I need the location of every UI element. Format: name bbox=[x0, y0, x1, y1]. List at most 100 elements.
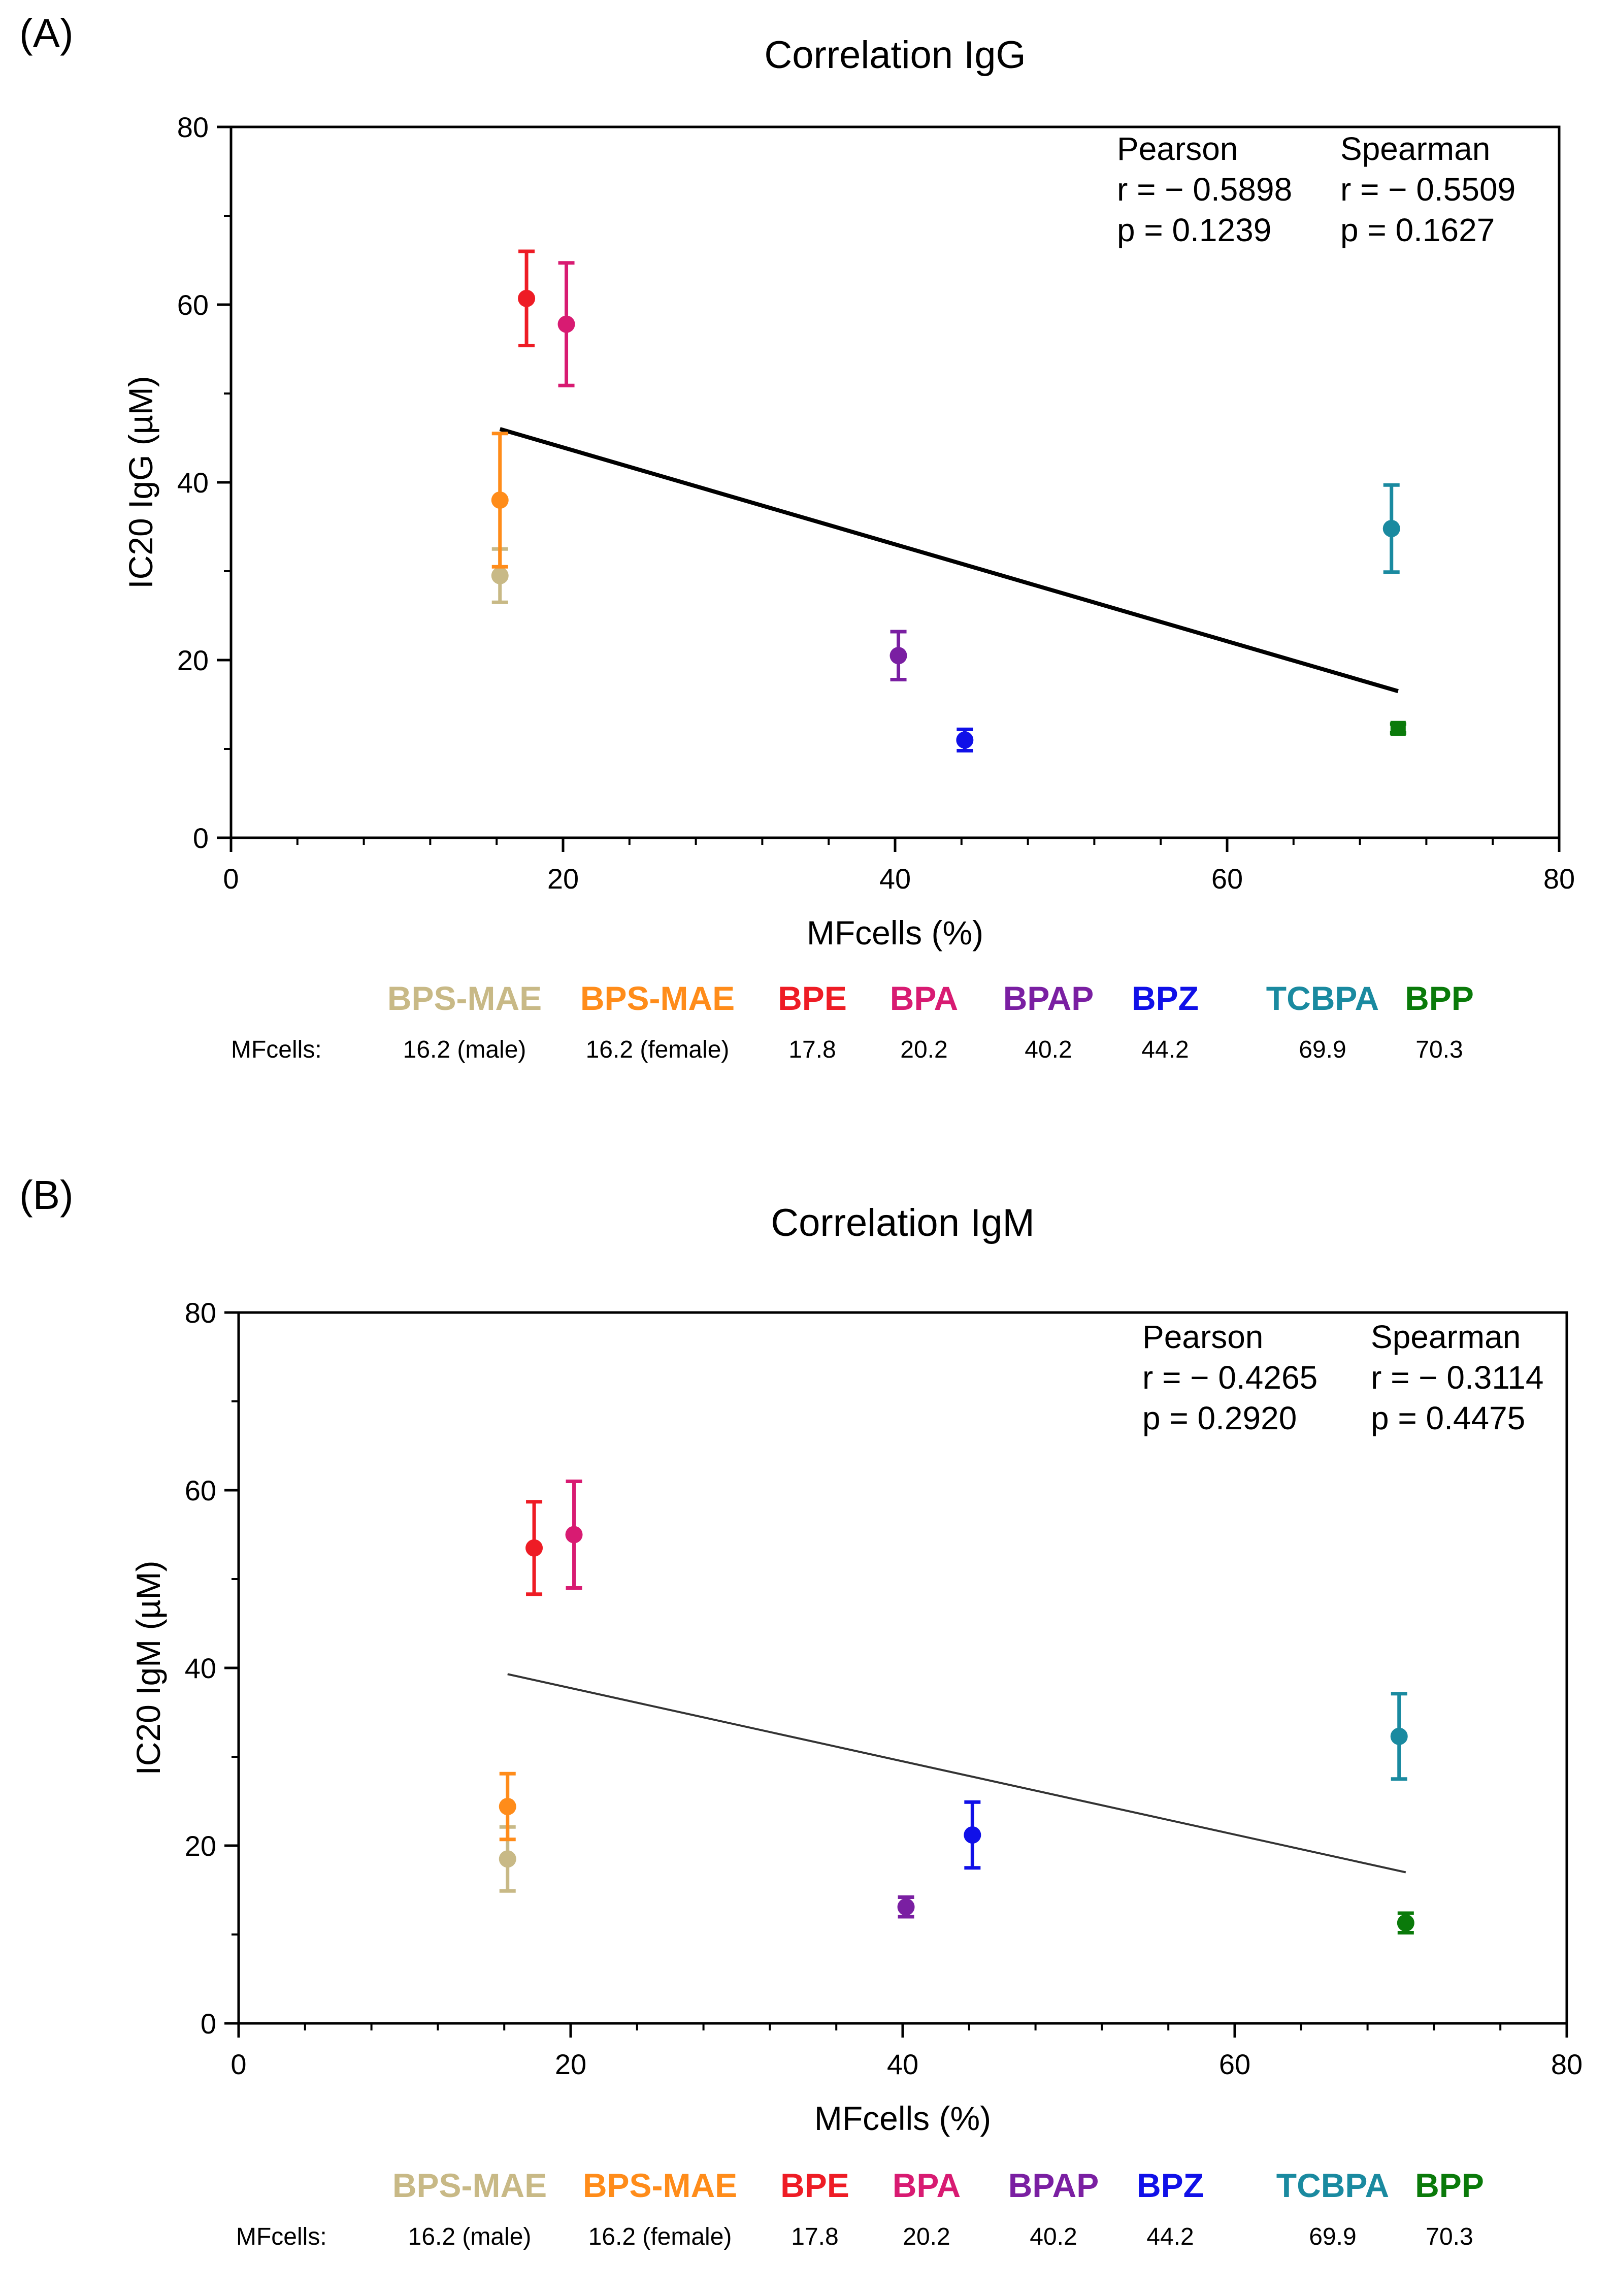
y-tick-label: 20 bbox=[177, 644, 209, 676]
chart-title: Correlation IgG bbox=[764, 34, 1026, 77]
pearson-stat-r: r = − 0.5898 bbox=[1117, 171, 1292, 208]
data-point bbox=[1382, 483, 1400, 574]
pearson-stat-header: Pearson bbox=[1142, 1319, 1263, 1355]
mfcells-value: 69.9 bbox=[1299, 1036, 1346, 1063]
data-point bbox=[499, 1772, 516, 1842]
compound-legend: BPS-MAE BPS-MAE BPE BPA BPAP BPZ TCBPA BPP bbox=[0, 979, 1615, 1020]
panel-a: (A) Correlation IgG 0 20 40 60 80 0 20 40 60 80 MF… bbox=[0, 0, 1615, 1127]
legend-item-bpz: BPZ bbox=[1132, 979, 1199, 1017]
panel-b: (B) Correlation IgM 0 20 40 60 80 0 20 40 60 80 MF… bbox=[0, 1147, 1615, 2296]
pearson-stat-p: p = 0.2920 bbox=[1142, 1400, 1297, 1436]
legend-item-bpa: BPA bbox=[892, 2167, 961, 2204]
mfcells-row: MFcells: 16.2 (male) 16.2 (female) 17.8 20.2… bbox=[0, 2223, 1615, 2253]
regression-line bbox=[499, 427, 1399, 694]
panel-label: (A) bbox=[19, 11, 74, 56]
mfcells-value: 20.2 bbox=[900, 1036, 948, 1063]
data-point bbox=[565, 1480, 583, 1590]
data-point bbox=[518, 249, 536, 347]
legend-item-bps-mae: BPS-MAE bbox=[582, 2167, 738, 2204]
data-point bbox=[557, 261, 575, 387]
mfcells-value: 70.3 bbox=[1426, 2223, 1473, 2250]
data-marker-circle bbox=[1397, 1914, 1414, 1932]
legend-item-bpe: BPE bbox=[780, 2167, 849, 2204]
x-tick-label: 0 bbox=[223, 863, 239, 895]
data-point bbox=[956, 728, 974, 752]
data-marker-circle bbox=[565, 1526, 583, 1544]
mfcells-row: MFcells: 16.2 (male) 16.2 (female) 17.8 20.2… bbox=[0, 1036, 1615, 1066]
legend-item-tcbpa: TCBPA bbox=[1276, 2167, 1390, 2204]
data-point bbox=[964, 1800, 981, 1870]
x-axis-title: MFcells (%) bbox=[814, 2100, 991, 2137]
legend-item-tcbpa: TCBPA bbox=[1266, 979, 1379, 1017]
x-tick-label: 0 bbox=[230, 2048, 246, 2080]
y-tick-label: 80 bbox=[185, 1297, 216, 1329]
y-axis-title: IC20 IgM (µM) bbox=[129, 1560, 167, 1775]
mfcells-value: 17.8 bbox=[791, 2223, 839, 2250]
data-marker-circle bbox=[889, 647, 907, 665]
data-marker-circle bbox=[1382, 520, 1400, 537]
mfcells-value: 69.9 bbox=[1309, 2223, 1357, 2250]
mfcells-value: 44.2 bbox=[1141, 1036, 1189, 1063]
pearson-stat-header: Pearson bbox=[1117, 130, 1238, 167]
y-tick-label: 20 bbox=[185, 1830, 216, 1862]
legend-item-bps-mae: BPS-MAE bbox=[387, 979, 542, 1017]
scatter-plot-igm: 0 20 40 60 80 0 20 40 60 80 MFcells (%) IC20 IgM (µ… bbox=[129, 1297, 1583, 2137]
data-marker-circle bbox=[525, 1539, 543, 1557]
data-marker-circle bbox=[491, 567, 509, 584]
x-tick-label: 40 bbox=[887, 2048, 918, 2080]
legend-item-bpap: BPAP bbox=[1008, 2167, 1099, 2204]
legend-item-bpp: BPP bbox=[1415, 2167, 1484, 2204]
legend-item-bpp: BPP bbox=[1405, 979, 1474, 1017]
data-point bbox=[1390, 1692, 1408, 1781]
mfcells-label: MFcells: bbox=[236, 2223, 327, 2250]
spearman-stat-p: p = 0.4475 bbox=[1371, 1400, 1525, 1436]
spearman-stat-header: Spearman bbox=[1371, 1319, 1521, 1355]
data-marker-circle bbox=[557, 315, 575, 333]
spearman-stat-p: p = 0.1627 bbox=[1340, 212, 1495, 248]
x-tick-label: 40 bbox=[879, 863, 911, 895]
data-point bbox=[525, 1500, 543, 1596]
mfcells-value: 44.2 bbox=[1146, 2223, 1194, 2250]
y-tick-label: 60 bbox=[185, 1474, 216, 1506]
legend-item-bpe: BPE bbox=[778, 979, 847, 1017]
x-tick-label: 80 bbox=[1543, 863, 1575, 895]
x-tick-label: 60 bbox=[1211, 863, 1243, 895]
y-tick-label: 0 bbox=[193, 822, 209, 854]
data-marker-circle bbox=[499, 1850, 516, 1868]
data-marker-circle bbox=[1390, 1727, 1408, 1745]
data-marker-circle bbox=[491, 491, 509, 509]
compound-legend: BPS-MAE BPS-MAE BPE BPA BPAP BPZ TCBPA BPP bbox=[0, 2166, 1615, 2207]
data-point bbox=[897, 1895, 915, 1919]
mfcells-value: 16.2 (male) bbox=[408, 2223, 532, 2250]
mfcells-value: 40.2 bbox=[1025, 1036, 1072, 1063]
y-axis-title: IC20 IgG (µM) bbox=[122, 376, 159, 588]
legend-item-bpap: BPAP bbox=[1003, 979, 1094, 1017]
legend-item-bps-mae: BPS-MAE bbox=[392, 2167, 547, 2204]
mfcells-value: 40.2 bbox=[1030, 2223, 1077, 2250]
data-point bbox=[491, 432, 509, 569]
x-tick-label: 60 bbox=[1219, 2048, 1250, 2080]
data-marker-square bbox=[1390, 720, 1406, 736]
chart-title: Correlation IgM bbox=[771, 1201, 1035, 1244]
x-tick-label: 20 bbox=[547, 863, 579, 895]
y-tick-label: 80 bbox=[177, 111, 209, 143]
data-point bbox=[1390, 720, 1406, 736]
spearman-stat-header: Spearman bbox=[1340, 130, 1490, 167]
data-marker-circle bbox=[518, 289, 536, 307]
mfcells-value: 16.2 (female) bbox=[585, 1036, 730, 1063]
data-point bbox=[1397, 1911, 1414, 1934]
legend-item-bpz: BPZ bbox=[1137, 2167, 1204, 2204]
mfcells-value: 20.2 bbox=[903, 2223, 950, 2250]
legend-item-bpa: BPA bbox=[889, 979, 959, 1017]
x-axis-title: MFcells (%) bbox=[807, 914, 983, 952]
x-tick-label: 80 bbox=[1551, 2048, 1583, 2080]
y-tick-label: 40 bbox=[185, 1652, 216, 1684]
mfcells-value: 16.2 (female) bbox=[588, 2223, 732, 2250]
spearman-stat-r: r = − 0.3114 bbox=[1371, 1359, 1543, 1396]
pearson-stat-r: r = − 0.4265 bbox=[1142, 1359, 1317, 1396]
mfcells-value: 70.3 bbox=[1415, 1036, 1463, 1063]
data-point bbox=[889, 630, 907, 681]
legend-item-bps-mae: BPS-MAE bbox=[580, 979, 735, 1017]
spearman-stat-r: r = − 0.5509 bbox=[1340, 171, 1515, 208]
data-marker-circle bbox=[956, 731, 974, 749]
